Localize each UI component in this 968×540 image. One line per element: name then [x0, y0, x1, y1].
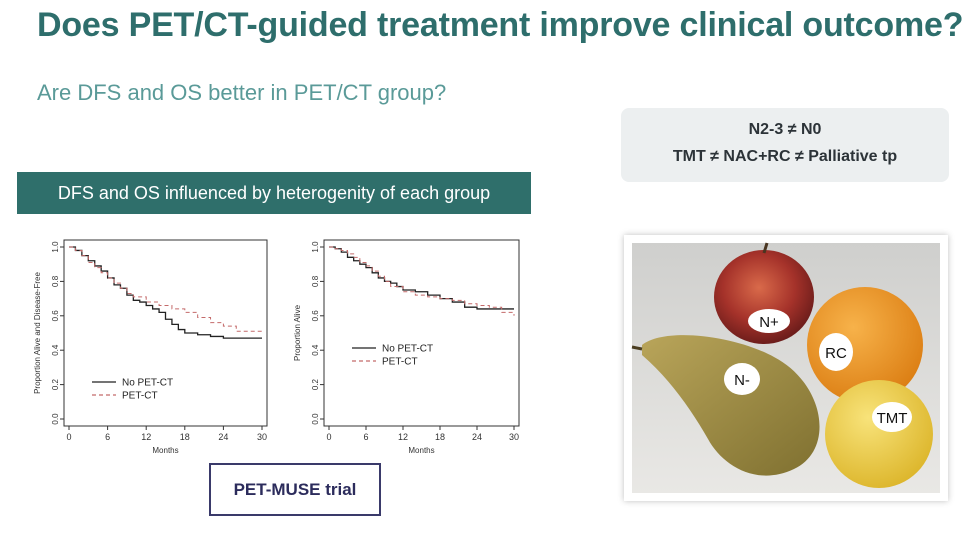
- series-line-pet-ct: [69, 246, 262, 332]
- fruit-photo: N+ RC N- TMT: [624, 235, 948, 501]
- series-line-no-pet-ct: [69, 246, 262, 339]
- info-box-line-1: N2-3 ≠ N0: [748, 121, 822, 138]
- x-axis-label: Months: [408, 446, 434, 455]
- legend-label: PET-CT: [382, 357, 418, 368]
- sticker-n-plus: N+: [748, 309, 790, 333]
- y-tick-label: 0.8: [51, 275, 60, 287]
- sticker-tmt: TMT: [872, 402, 912, 432]
- legend-label: PET-CT: [122, 391, 158, 402]
- x-tick-label: 6: [105, 432, 110, 442]
- y-tick-label: 1.0: [311, 241, 320, 253]
- os-chart: 0 6 12 18 24 30 0.0 0.2 0.4 0.6 0.8 1.0 Months Propor…: [282, 232, 532, 467]
- y-tick-label: 0.6: [311, 310, 320, 322]
- plot-frame: [323, 239, 520, 427]
- y-tick-label: 0.0: [311, 413, 320, 425]
- slide-title: Does PET/CT-guided treatment improve cli…: [37, 6, 964, 44]
- x-tick-label: 12: [398, 432, 408, 442]
- fruit-illustration: N+ RC N- TMT: [631, 242, 940, 493]
- os-chart-svg: 0 6 12 18 24 30 0.0 0.2 0.4 0.6 0.8 1.0 Months Propor…: [293, 239, 520, 455]
- y-tick-label: 0.6: [51, 310, 60, 322]
- dfs-chart: 0 6 12 18 24 30 0.0 0.2 0.4 0.6 0.8 1.0 Months Propor…: [22, 232, 272, 467]
- info-box-line-2: TMT ≠ NAC+RC ≠ Palliative tp: [672, 148, 898, 165]
- x-tick-label: 12: [141, 432, 151, 442]
- sticker-rc: RC: [819, 333, 853, 371]
- lemon: [825, 380, 933, 488]
- x-tick-label: 24: [218, 432, 228, 442]
- info-box: N2-3 ≠ N0 TMT ≠ NAC+RC ≠ Palliative tp: [621, 108, 949, 182]
- x-tick-label: 30: [509, 432, 519, 442]
- y-tick-label: 0.0: [51, 413, 60, 425]
- x-tick-label: 18: [180, 432, 190, 442]
- y-tick-label: 0.8: [311, 275, 320, 287]
- series-line-no-pet-ct: [329, 246, 514, 310]
- y-axis-label: Proportion Alive and Disease-Free: [33, 272, 42, 394]
- legend-label: No PET-CT: [122, 378, 173, 389]
- x-tick-label: 18: [435, 432, 445, 442]
- y-tick-label: 0.4: [311, 344, 320, 356]
- dfs-chart-svg: 0 6 12 18 24 30 0.0 0.2 0.4 0.6 0.8 1.0 Months Propor…: [33, 239, 268, 455]
- orange: [807, 287, 923, 403]
- heterogeneity-banner: DFS and OS influenced by heterogenity of…: [17, 172, 531, 214]
- sticker-tmt-text: TMT: [877, 410, 908, 427]
- y-tick-label: 0.2: [51, 378, 60, 390]
- x-tick-label: 24: [472, 432, 482, 442]
- y-tick-label: 0.4: [51, 344, 60, 356]
- y-tick-label: 1.0: [51, 241, 60, 253]
- x-tick-label: 30: [257, 432, 267, 442]
- sticker-n-plus-text: N+: [759, 314, 779, 331]
- y-axis-label: Proportion Alive: [293, 304, 302, 361]
- slide-subtitle: Are DFS and OS better in PET/CT group?: [37, 80, 447, 105]
- x-tick-label: 6: [363, 432, 368, 442]
- series-line-pet-ct: [329, 246, 515, 316]
- y-tick-label: 0.2: [311, 378, 320, 390]
- trial-label-box: PET-MUSE trial: [209, 463, 381, 516]
- legend-label: No PET-CT: [382, 344, 433, 355]
- x-tick-label: 0: [66, 432, 71, 442]
- x-axis-label: Months: [152, 446, 178, 455]
- plot-frame: [63, 239, 268, 427]
- pear: [642, 335, 820, 476]
- sticker-n-minus: N-: [724, 363, 760, 395]
- sticker-n-minus-text: N-: [734, 372, 750, 389]
- sticker-rc-text: RC: [825, 345, 847, 362]
- x-tick-label: 0: [326, 432, 331, 442]
